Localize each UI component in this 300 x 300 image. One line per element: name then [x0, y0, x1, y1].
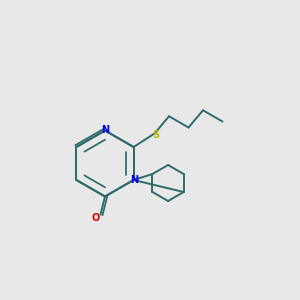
- Text: S: S: [152, 130, 160, 140]
- Text: N: N: [130, 175, 138, 185]
- Text: O: O: [92, 213, 100, 223]
- Text: N: N: [101, 125, 110, 135]
